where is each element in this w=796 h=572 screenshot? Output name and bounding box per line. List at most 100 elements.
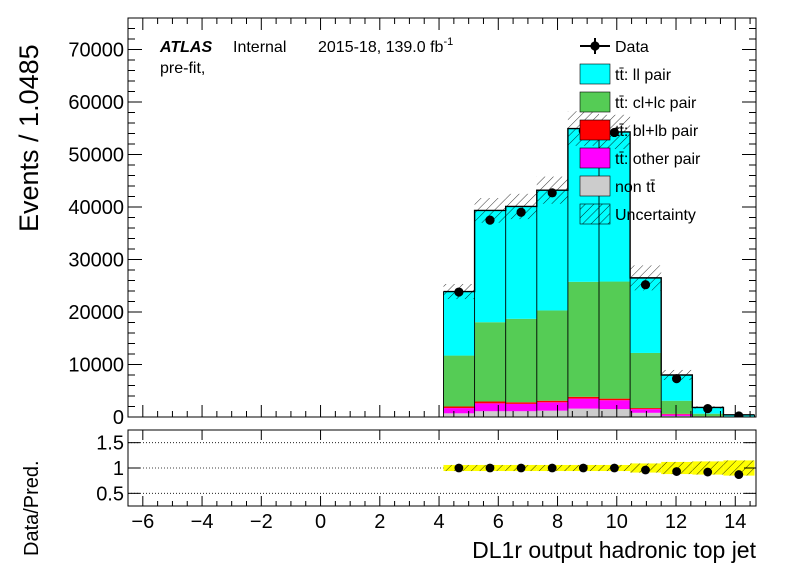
y-tick-label: 70000 (68, 40, 124, 62)
data-point (609, 127, 620, 138)
legend-entry-4: tt̄: other pair (579, 147, 701, 169)
bar-series0-bin5 (599, 409, 631, 417)
bar-series4-bin3 (536, 190, 568, 311)
data-point (640, 280, 651, 290)
y-tick-label: 40000 (68, 197, 124, 219)
ratio-band-hatch-bin9 (723, 460, 755, 476)
bar-series0-bin6 (630, 412, 662, 417)
y-tick-label: 10000 (68, 355, 124, 377)
bar-series0-bin1 (474, 411, 506, 417)
bar-series2-bin0 (443, 406, 475, 409)
y-tick-label: 30000 (68, 250, 124, 272)
ratio-point (703, 467, 713, 477)
bar-series3-bin8 (692, 413, 724, 417)
legend-label: tt̄: cl+lc pair (615, 95, 697, 112)
legend-label: Data (615, 39, 649, 56)
y-tick-label: 0 (113, 407, 124, 429)
legend-entry-2: tt̄: cl+lc pair (579, 91, 697, 113)
bar-series1-bin7 (661, 414, 693, 416)
bar-series1-bin2 (505, 403, 537, 412)
bar-series4-bin2 (505, 206, 537, 319)
bar-series3-bin2 (505, 318, 537, 403)
x-tick-label: 14 (724, 511, 746, 533)
ratio-point (454, 463, 464, 473)
y-tick-label: 20000 (68, 302, 124, 324)
x-tick-label: −4 (191, 511, 214, 533)
bar-series2-bin6 (630, 408, 662, 410)
legend-entry-5: non tt̄ (579, 175, 656, 197)
x-tick-label: −2 (250, 511, 273, 533)
bar-series0-bin4 (567, 408, 599, 417)
bar-series3-bin3 (536, 310, 568, 401)
legend-swatch (579, 175, 611, 197)
bar-series3-bin5 (599, 281, 631, 399)
bar-series4-bin1 (474, 210, 506, 323)
data-point (485, 215, 495, 225)
prefit-label: pre-fit, (160, 60, 205, 77)
bar-series3-bin0 (443, 355, 475, 407)
data-point (672, 374, 682, 384)
data-point (454, 287, 464, 297)
data-point (547, 188, 557, 198)
bar-series1-bin0 (443, 408, 475, 414)
ratio-point (734, 470, 744, 479)
x-tick-label: 6 (493, 511, 504, 533)
ratio-point (578, 463, 588, 473)
data-point (734, 411, 744, 417)
series-2-bars (443, 396, 755, 417)
x-tick-label: 4 (433, 511, 444, 533)
bar-series1-bin1 (474, 403, 506, 412)
legend-swatch (579, 147, 611, 169)
legend-entry-1: tt̄: ll pair (579, 63, 672, 85)
legend-uncertainty-swatch (579, 203, 611, 225)
bar-series3-bin6 (630, 352, 662, 409)
ratio-panel: 0.5 1 1.5 −6 −4 −2 0 2 4 6 8 10 12 14 (96, 429, 757, 533)
bar-series3-bin4 (567, 281, 599, 397)
ratio-y-tick-label: 1.5 (96, 433, 124, 455)
bar-series3-bin7 (661, 400, 693, 414)
lumi-label: 2015-18, 139.0 fb-1 (318, 36, 453, 56)
bar-series1-bin6 (630, 409, 662, 413)
ratio-y-tick-label: 0.5 (96, 483, 124, 505)
ratio-point (610, 463, 619, 473)
series-3-bars (443, 281, 755, 417)
main-y-axis-label: Events / 1.0485 (14, 44, 44, 232)
atlas-label: ATLAS (159, 39, 212, 56)
bar-series2-bin2 (505, 402, 537, 404)
data-point (516, 207, 526, 217)
bar-series0-bin2 (505, 411, 537, 417)
ratio-point (672, 467, 682, 476)
legend-entry-0: Data (580, 38, 649, 56)
legend-swatch (579, 63, 611, 85)
ratio-y-tick-label: 1 (113, 458, 124, 480)
legend-label: non tt̄ (615, 179, 656, 196)
lumi-superscript: -1 (443, 36, 453, 48)
lumi-text: 2015-18, 139.0 fb (318, 39, 444, 56)
ratio-point (641, 465, 650, 475)
legend-entry-6: Uncertainty (579, 203, 696, 225)
bar-series1-bin3 (536, 402, 568, 411)
legend-label: Uncertainty (615, 207, 696, 224)
bar-series2-bin4 (567, 396, 599, 399)
ratio-point (547, 463, 557, 473)
x-tick-label: 12 (665, 511, 687, 533)
legend: Data tt̄: ll pair tt̄: cl+lc pair tt̄: bl+l… (579, 38, 701, 225)
ratio-point (516, 463, 526, 473)
legend-swatch (579, 91, 611, 113)
legend-label: tt̄: other pair (615, 151, 701, 168)
y-tick-label: 50000 (68, 145, 124, 167)
bar-series1-bin5 (599, 400, 631, 410)
ratio-point (485, 463, 495, 473)
x-tick-label: 8 (552, 511, 563, 533)
x-tick-label: 0 (315, 511, 326, 533)
legend-label: tt̄: bl+lb pair (615, 123, 699, 140)
bar-series1-bin4 (567, 398, 599, 409)
bar-series4-bin0 (443, 291, 475, 356)
data-point (703, 404, 713, 414)
bar-series2-bin3 (536, 400, 568, 403)
ratio-plot-area (128, 442, 756, 494)
legend-data-marker (590, 41, 600, 51)
bar-series2-bin7 (661, 413, 693, 415)
internal-label: Internal (233, 39, 286, 56)
